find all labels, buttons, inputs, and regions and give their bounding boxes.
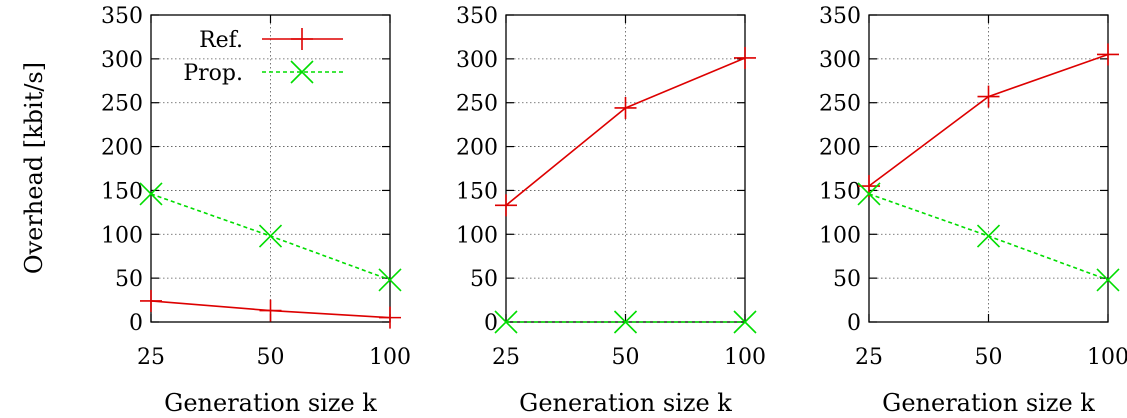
x-tick-label: 25 [137,345,165,370]
legend-label: Ref. [199,28,243,53]
y-tick-label: 300 [819,48,861,73]
series-ref-point-3 [734,46,756,69]
series-ref-point-3 [379,306,401,329]
series-ref-point-1 [495,194,517,217]
y-tick-label: 300 [101,48,143,73]
series-prop-point-1-d2 [494,310,518,334]
y-tick-label: 50 [115,267,143,292]
series-prop-point-2 [258,224,283,248]
y-tick-label: 100 [456,223,498,248]
y-tick-label: 0 [484,311,498,336]
series-prop-point-2 [613,310,638,334]
y-tick-label: 150 [819,179,861,204]
y-tick-label: 250 [819,92,861,117]
x-tick-label: 50 [975,345,1003,370]
series-prop-point-3-d2 [378,268,402,292]
y-tick-label: 200 [456,136,498,161]
y-tick-label: 250 [101,92,143,117]
y-tick-label: 150 [101,179,143,204]
x-tick-label: 50 [612,345,640,370]
chart-panel-2: 0 50 100 150 200 250 300 350 25 50 100 Generation s… [456,4,766,417]
chart-panel-1: 0 50 100 150 200 250 300 350 25 50 100 Generation s… [101,4,411,417]
x-tick-label: 100 [1087,345,1127,370]
y-tick-label: 200 [819,136,861,161]
x-axis-label: Generation size k [519,389,732,417]
y-tick-label: 100 [819,223,861,248]
series-prop-point-3 [378,268,402,292]
y-tick-label: 0 [129,311,143,336]
x-axis-label: Generation size k [882,389,1095,417]
y-tick-label: 350 [101,4,143,29]
x-axis-label: Generation size k [164,389,377,417]
x-tick-label: 25 [855,345,883,370]
series-ref-point-1 [140,289,162,312]
series-prop-point-1 [139,182,163,206]
series-prop-point-3 [733,310,757,334]
series-prop-point-2-d2 [976,224,1001,248]
series-prop-point-1 [494,310,518,334]
series-ref-point-2 [977,85,1000,108]
y-tick-label: 350 [456,4,498,29]
series-prop-point-2 [976,224,1001,248]
x-tick-label: 100 [724,345,766,370]
legend-ref-marker [291,28,313,50]
legend: Ref. Prop. [183,28,343,86]
y-tick-label: 0 [847,311,861,336]
y-tick-label: 350 [819,4,861,29]
series-ref-point-2 [259,299,282,322]
series-prop-point-2-d2 [613,310,638,334]
y-axis-label: Overhead [kbit/s] [20,62,48,274]
series-prop-point-3 [1096,268,1120,292]
series-prop-point-3-d2 [1096,268,1120,292]
series-prop-point-1-d2 [857,182,881,206]
chart-panel-3: 0 50 100 150 200 250 300 350 25 50 100 Generation s… [819,4,1127,417]
series-prop-point-2-d2 [258,224,283,248]
series-ref-point-3 [1097,43,1119,66]
legend-prop-marker-d2 [290,60,314,84]
y-tick-label: 50 [470,267,498,292]
x-tick-label: 25 [492,345,520,370]
x-tick-label: 100 [369,345,411,370]
y-tick-label: 100 [101,223,143,248]
y-tick-label: 250 [456,92,498,117]
legend-label: Prop. [183,61,243,86]
series-prop-point-1-d2 [139,182,163,206]
series-prop-point-3-d2 [733,310,757,334]
series-ref-point-2 [614,96,637,119]
y-tick-label: 50 [833,267,861,292]
legend-prop-marker [290,60,314,84]
x-tick-label: 50 [257,345,285,370]
series-prop-point-1 [857,182,881,206]
y-tick-label: 300 [456,48,498,73]
y-tick-label: 200 [101,136,143,161]
y-tick-label: 150 [456,179,498,204]
